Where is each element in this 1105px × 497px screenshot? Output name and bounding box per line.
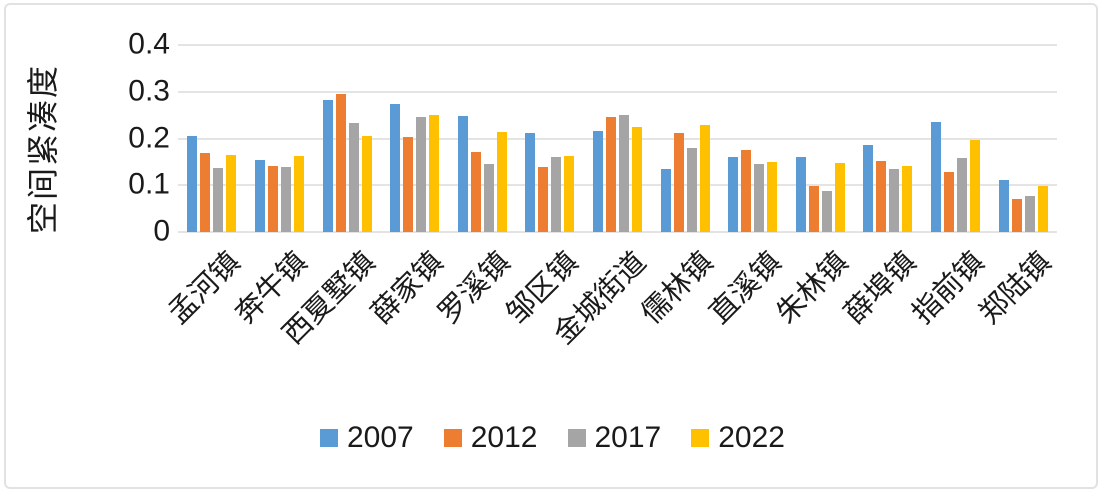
bar-2012 xyxy=(673,133,684,232)
bar-2012 xyxy=(470,151,481,232)
bar-group xyxy=(178,45,246,232)
legend-swatch-icon xyxy=(691,429,710,447)
bar-2022 xyxy=(361,136,372,232)
bar-2022 xyxy=(970,139,980,232)
gridline xyxy=(178,90,1057,93)
bar-2017 xyxy=(1024,195,1035,232)
legend-swatch-icon xyxy=(443,429,462,447)
bar-2022 xyxy=(834,162,845,232)
bar-group xyxy=(854,45,922,232)
gridline xyxy=(178,184,1057,187)
chart-frame xyxy=(4,3,1098,489)
legend-label: 2012 xyxy=(470,421,538,454)
bar-group xyxy=(381,45,449,232)
bar-2007 xyxy=(728,157,739,232)
bar-group xyxy=(516,45,584,232)
bar-2012 xyxy=(741,149,752,232)
legend-item-2007: 2007 xyxy=(320,421,414,455)
bar-2017 xyxy=(551,156,562,232)
plot-area xyxy=(178,44,1057,233)
bar-2007 xyxy=(592,131,603,232)
bar-2022 xyxy=(226,154,237,232)
bar-group xyxy=(922,45,990,232)
bar-2012 xyxy=(538,166,549,232)
y-tick-label: 0.4 xyxy=(128,27,170,61)
gridline xyxy=(178,44,1057,46)
bar-2022 xyxy=(429,115,440,232)
y-axis-tick-labels: 0 0.1 0.2 0.3 0.4 xyxy=(0,0,170,497)
bar-2017 xyxy=(889,169,900,232)
bar-2007 xyxy=(863,144,874,232)
bar-2022 xyxy=(902,165,913,232)
bar-group xyxy=(786,45,854,232)
bar-2012 xyxy=(876,161,887,232)
bar-group xyxy=(989,45,1057,232)
legend-swatch-icon xyxy=(567,429,586,447)
bar-2022 xyxy=(496,132,507,232)
bar-2017 xyxy=(618,115,629,232)
legend-label: 2007 xyxy=(347,421,414,454)
bar-2017 xyxy=(821,191,832,232)
bar-2012 xyxy=(605,116,616,232)
bar-group xyxy=(584,45,652,232)
bar-2007 xyxy=(795,157,806,232)
bar-2007 xyxy=(660,169,671,232)
legend-item-2017: 2017 xyxy=(567,421,662,455)
y-tick-label: 0.3 xyxy=(128,74,170,108)
legend: 2007 2012 2017 2022 xyxy=(0,420,1105,456)
bar-2012 xyxy=(1011,199,1022,232)
bar-2007 xyxy=(322,99,333,232)
bar-groups-container xyxy=(178,45,1057,232)
bar-2017 xyxy=(754,163,765,232)
bar-2012 xyxy=(200,152,211,232)
bar-2007 xyxy=(254,160,265,232)
legend-item-2012: 2012 xyxy=(443,421,538,455)
bar-2007 xyxy=(390,104,401,232)
y-tick-label: 0.1 xyxy=(128,167,170,201)
bar-2017 xyxy=(348,123,359,232)
bar-2007 xyxy=(998,180,1009,232)
y-tick-label: 0.2 xyxy=(128,120,170,154)
y-tick-label: 0 xyxy=(153,214,170,248)
bar-group xyxy=(651,45,719,232)
bar-group xyxy=(448,45,516,232)
bar-2022 xyxy=(293,156,304,232)
bar-2017 xyxy=(957,158,967,232)
bar-2017 xyxy=(280,166,291,232)
bar-2017 xyxy=(416,117,427,232)
legend-label: 2022 xyxy=(718,421,785,454)
bar-2022 xyxy=(564,155,575,232)
bar-2022 xyxy=(767,161,778,232)
bar-2017 xyxy=(686,148,697,232)
legend-swatch-icon xyxy=(320,429,338,447)
bar-2007 xyxy=(457,116,468,232)
bar-2022 xyxy=(1037,186,1048,232)
bar-2007 xyxy=(525,132,536,232)
bar-2017 xyxy=(483,164,494,232)
bar-2012 xyxy=(808,185,819,232)
bar-group xyxy=(313,45,381,232)
gridline xyxy=(178,231,1057,233)
bar-2012 xyxy=(944,172,954,232)
bar-2012 xyxy=(267,166,278,232)
legend-label: 2017 xyxy=(594,421,662,454)
gridline xyxy=(178,137,1057,140)
bar-2017 xyxy=(213,167,224,232)
bar-2022 xyxy=(699,124,710,232)
bar-2007 xyxy=(187,136,198,232)
bar-2022 xyxy=(631,127,642,232)
bar-group xyxy=(719,45,787,232)
bar-2012 xyxy=(403,136,414,232)
legend-item-2022: 2022 xyxy=(691,421,785,455)
bar-2012 xyxy=(335,94,346,232)
bar-group xyxy=(246,45,314,232)
bar-2007 xyxy=(931,121,941,232)
